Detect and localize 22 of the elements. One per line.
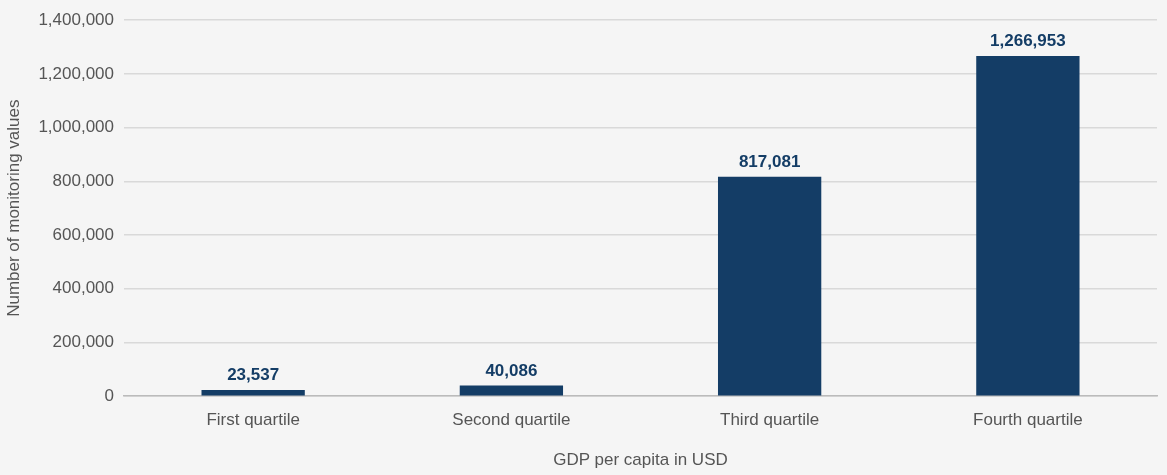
y-axis-title: Number of monitoring values <box>3 99 23 317</box>
y-tick-label: 200,000 <box>52 332 115 352</box>
x-tick-label: Fourth quartile <box>973 410 1083 430</box>
y-tick-label: 600,000 <box>52 224 115 244</box>
y-tick-label: 400,000 <box>52 278 115 298</box>
y-tick-label: 800,000 <box>52 171 115 191</box>
data-label: 817,081 <box>738 151 801 171</box>
data-label: 40,086 <box>485 360 538 380</box>
bar <box>201 389 305 396</box>
bar <box>717 176 822 396</box>
x-tick-label: First quartile <box>206 410 300 430</box>
y-tick-label: 1,200,000 <box>38 63 115 83</box>
y-tick-label: 1,000,000 <box>38 117 115 137</box>
data-label: 23,537 <box>227 365 280 385</box>
bar <box>976 55 1080 396</box>
x-tick-label: Second quartile <box>452 410 571 430</box>
y-tick-label: 1,400,000 <box>38 9 115 29</box>
bar <box>459 385 564 396</box>
x-axis-title: GDP per capita in USD <box>553 450 728 470</box>
y-tick-label: 0 <box>104 385 115 405</box>
data-label: 1,266,953 <box>990 31 1066 51</box>
x-tick-label: Third quartile <box>720 410 820 430</box>
